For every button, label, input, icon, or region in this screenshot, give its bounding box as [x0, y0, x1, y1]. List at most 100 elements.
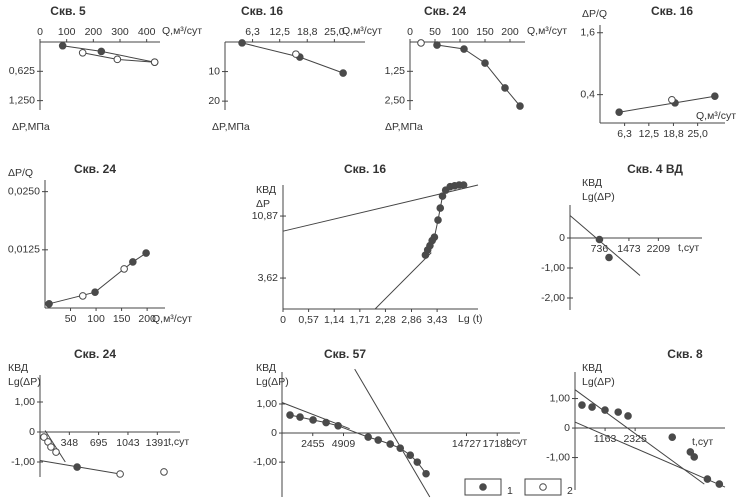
data-point: [160, 468, 168, 476]
y-tick-label: 3,62: [258, 272, 279, 284]
x-tick-label: 1163: [594, 433, 617, 445]
y-tick-label: 1,6: [580, 27, 595, 39]
data-point: [386, 440, 395, 448]
y-tick-label: 1,250: [9, 94, 35, 106]
x-axis-label: Q,м³/сут: [527, 25, 567, 37]
y-tick-label: -1,00: [546, 451, 570, 463]
data-point: [406, 451, 415, 459]
data-point: [91, 288, 99, 296]
y-tick-label: 0,0125: [8, 244, 40, 256]
data-point: [588, 403, 596, 411]
series-line: [62, 45, 155, 63]
data-point: [97, 47, 106, 56]
data-point: [711, 92, 719, 100]
data-point: [78, 292, 87, 300]
y-axis-label: Lg(ΔP): [582, 191, 615, 203]
chart-title: Скв. 8: [667, 347, 703, 361]
legend-label: 1: [507, 485, 513, 497]
x-tick-label: 1043: [116, 437, 140, 449]
x-tick-label: 17182: [483, 438, 512, 450]
data-point: [460, 45, 468, 53]
data-point: [703, 475, 712, 483]
data-point: [614, 408, 622, 416]
data-point: [516, 102, 524, 110]
x-axis-label: t,сут: [678, 242, 699, 254]
data-point: [422, 469, 430, 478]
fit-line: [574, 421, 726, 488]
y-tick-label: -1,00: [11, 456, 35, 468]
y-axis-label: ΔP,МПа: [385, 121, 423, 133]
data-point: [116, 470, 124, 478]
x-axis-label: Q,м³/сут: [152, 313, 192, 325]
x-tick-label: 25,0: [687, 128, 708, 140]
x-tick-label: 3,43: [427, 314, 448, 326]
x-tick-label: 400: [138, 26, 156, 38]
x-tick-label: 50: [429, 26, 441, 38]
legend-marker: [539, 483, 547, 491]
chart-title: Скв. 24: [74, 162, 116, 176]
x-tick-label: 100: [87, 313, 105, 325]
x-tick-label: 0,57: [298, 314, 319, 326]
y-tick-label: 0: [271, 427, 277, 439]
y-tick-label: 0: [564, 422, 570, 434]
x-tick-label: 736: [591, 243, 609, 255]
data-point: [150, 58, 159, 66]
chart-title: Скв. 4 ВД: [627, 162, 683, 176]
chart-title: Скв. 16: [651, 4, 693, 18]
x-tick-label: 6,3: [617, 128, 632, 140]
y-axis-label: Lg(ΔP): [582, 376, 615, 388]
data-point: [296, 413, 304, 421]
chart-title: Скв. 5: [50, 4, 86, 18]
data-point: [578, 401, 586, 409]
legend-box: [464, 478, 502, 496]
legend-marker: [479, 483, 487, 491]
data-point: [238, 39, 246, 47]
data-point: [690, 453, 699, 461]
y-axis-label: КВД: [256, 362, 276, 374]
fit-line: [374, 252, 432, 310]
data-point: [438, 192, 447, 200]
y-axis-label: КВД: [582, 177, 602, 189]
data-point: [433, 41, 441, 49]
y-tick-label: 1,00: [15, 396, 36, 408]
x-tick-label: 0: [37, 26, 43, 38]
data-point: [668, 95, 676, 104]
data-point: [686, 448, 695, 456]
data-point: [58, 41, 67, 50]
data-point: [436, 204, 445, 212]
y-axis-label: ΔP,МПа: [12, 121, 50, 133]
y-tick-label: 0,4: [580, 88, 595, 100]
y-axis-label: ΔP/Q: [8, 167, 33, 179]
data-point: [45, 300, 53, 308]
data-point: [715, 480, 724, 488]
x-tick-label: 18,8: [663, 128, 684, 140]
data-point: [52, 448, 60, 456]
y-tick-label: 1,00: [257, 398, 278, 410]
data-point: [434, 216, 442, 224]
x-tick-label: 12,5: [639, 128, 660, 140]
data-point: [142, 249, 150, 257]
series-line: [241, 42, 344, 74]
data-point: [364, 433, 372, 441]
y-tick-label: 1,00: [550, 392, 571, 404]
y-tick-label: 0,625: [9, 65, 35, 77]
data-point: [624, 412, 632, 420]
data-point: [292, 50, 300, 58]
x-tick-label: 4909: [332, 438, 356, 450]
data-point: [322, 418, 330, 427]
data-point: [417, 39, 425, 47]
x-tick-label: 2209: [647, 243, 671, 255]
x-axis-label: t,сут: [506, 436, 527, 448]
y-tick-label: 0: [29, 426, 35, 438]
x-tick-label: 1,71: [350, 314, 371, 326]
x-tick-label: 2325: [623, 433, 647, 445]
y-axis-label: ΔP: [256, 198, 270, 210]
x-tick-label: 300: [111, 26, 129, 38]
x-tick-label: 1473: [617, 243, 641, 255]
x-axis-label: t,сут: [692, 436, 713, 448]
series-line: [436, 44, 521, 107]
x-tick-label: 2,28: [375, 314, 396, 326]
x-tick-label: 1391: [146, 437, 170, 449]
x-tick-label: 25,0: [324, 26, 345, 38]
